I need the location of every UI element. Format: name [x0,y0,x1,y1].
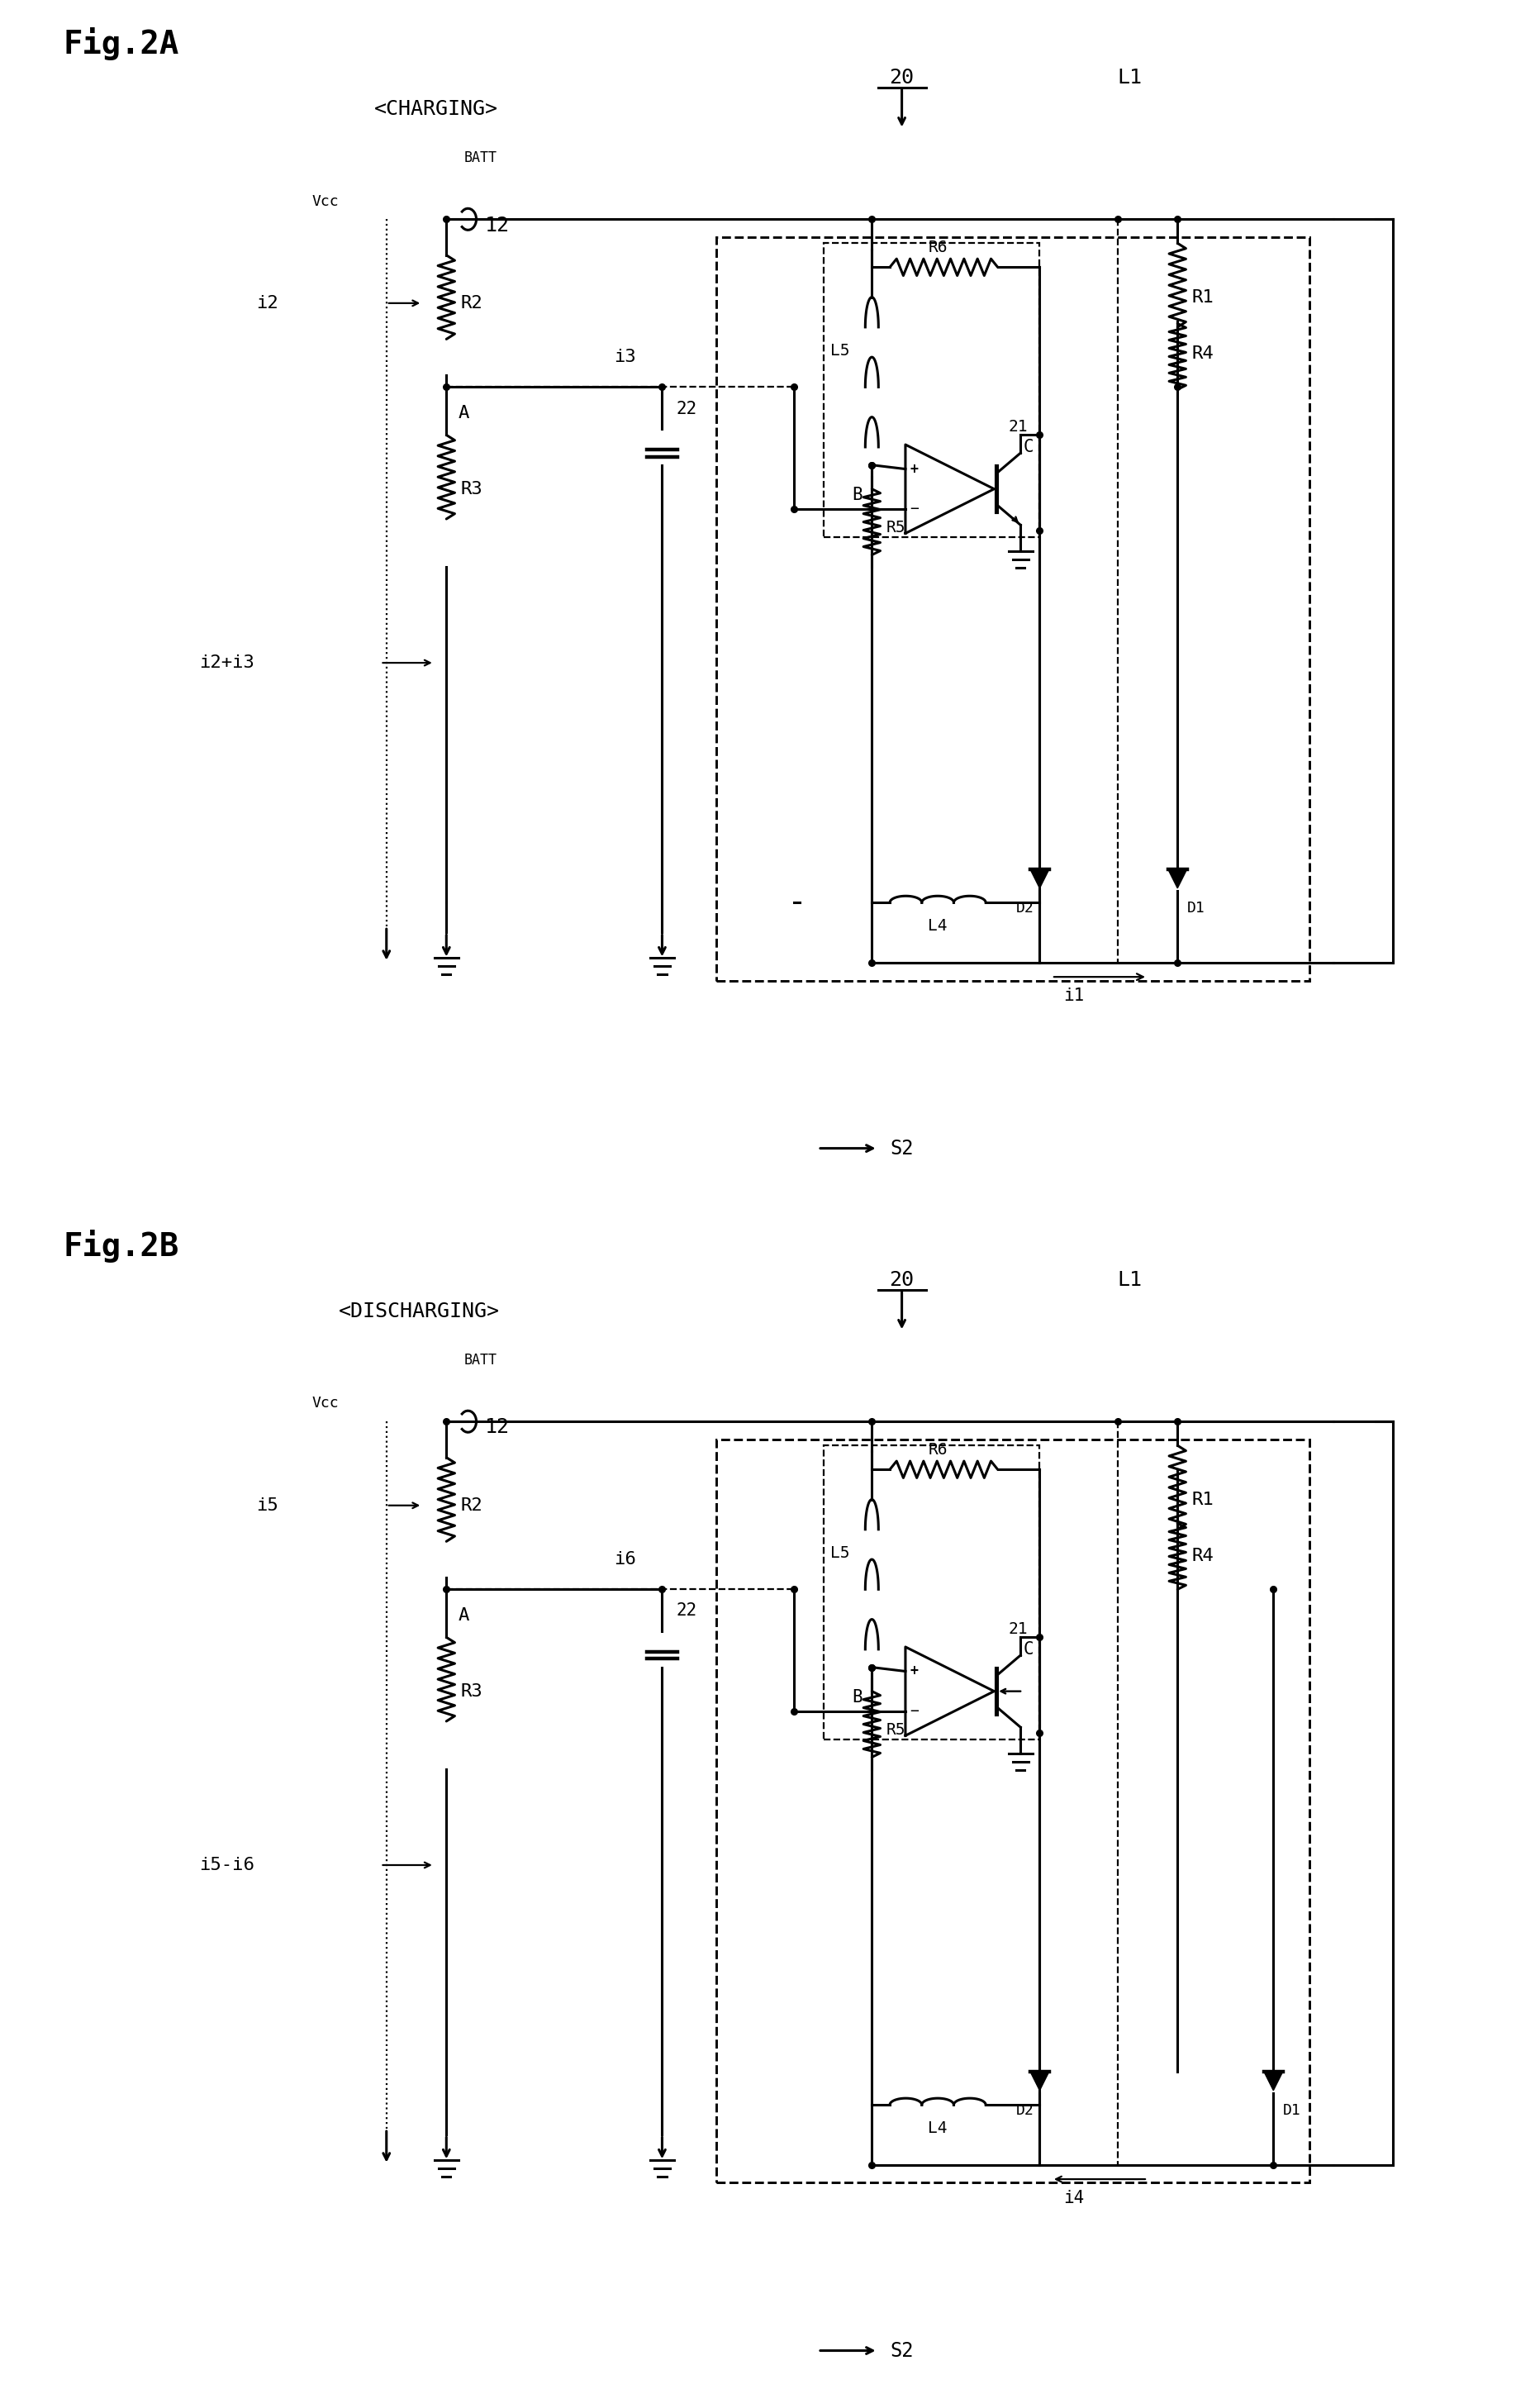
Text: S2: S2 [890,2341,913,2360]
Text: L1: L1 [1117,67,1143,87]
Text: R5: R5 [887,1722,905,1739]
Text: R3: R3 [461,482,484,496]
Bar [823,243,1040,537]
Text: 22: 22 [676,1604,697,1618]
Text: 22: 22 [676,400,697,417]
Text: +: + [910,1664,919,1678]
Text: L4: L4 [928,2121,948,2136]
Text: Vcc: Vcc [312,1397,338,1411]
Text: −: − [910,501,919,515]
Text: Vcc: Vcc [312,193,338,209]
Text: L5: L5 [829,344,849,359]
Polygon shape [1167,869,1187,889]
Text: i3: i3 [614,349,637,366]
Text: 12: 12 [485,1418,509,1438]
Text: <DISCHARGING>: <DISCHARGING> [338,1303,500,1322]
Text: i1: i1 [1064,987,1084,1004]
Text: R6: R6 [928,1442,948,1457]
Text: D1: D1 [1187,901,1205,915]
Text: D2: D2 [1016,2105,1034,2119]
Text: D2: D2 [1016,901,1034,915]
Text: R4: R4 [1192,344,1214,361]
Text: i4: i4 [1064,2191,1084,2206]
Text: A: A [458,405,470,421]
Text: R2: R2 [461,294,484,311]
Text: Fig.2A: Fig.2A [62,26,179,60]
Text: C: C [1023,1640,1034,1657]
Text: L4: L4 [928,917,948,934]
Text: B: B [852,1688,863,1705]
Text: D1: D1 [1283,2105,1301,2119]
Text: R4: R4 [1192,1548,1214,1565]
Text: L5: L5 [829,1546,849,1560]
Bar [716,1440,1310,2182]
Bar [823,1445,1040,1739]
Text: 21: 21 [1008,1621,1028,1637]
Bar [716,238,1310,980]
Text: <CHARGING>: <CHARGING> [374,99,499,118]
Text: R1: R1 [1192,1491,1214,1507]
Text: A: A [458,1606,470,1623]
Text: 20: 20 [890,1269,914,1291]
Text: R3: R3 [461,1683,484,1700]
Text: i2+i3: i2+i3 [200,655,255,672]
Text: Fig.2B: Fig.2B [62,1230,179,1262]
Text: i6: i6 [614,1551,637,1568]
Text: B: B [852,486,863,503]
Polygon shape [1029,869,1049,889]
Text: R5: R5 [887,520,905,535]
Text: 21: 21 [1008,419,1028,436]
Polygon shape [1264,2071,1283,2090]
Text: L1: L1 [1117,1269,1143,1291]
Text: S2: S2 [890,1139,913,1158]
Text: +: + [910,462,919,477]
Text: 20: 20 [890,67,914,87]
Text: i2: i2 [256,294,279,311]
Text: R1: R1 [1192,289,1214,306]
Text: R6: R6 [928,238,948,255]
Text: BATT: BATT [464,1353,497,1368]
Text: BATT: BATT [464,149,497,166]
Text: 12: 12 [485,214,509,236]
Text: i5-i6: i5-i6 [200,1857,255,1873]
Text: R2: R2 [461,1498,484,1515]
Text: i5: i5 [256,1498,279,1515]
Text: C: C [1023,438,1034,455]
Polygon shape [1029,2071,1049,2090]
Text: −: − [910,1705,919,1719]
